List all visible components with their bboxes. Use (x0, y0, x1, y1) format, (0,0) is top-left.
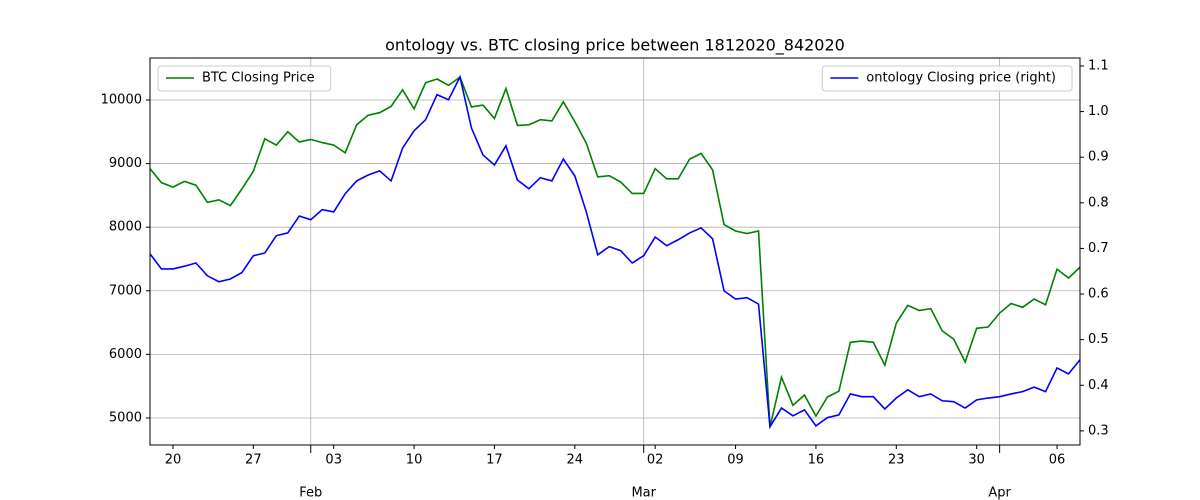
x-month-label: Mar (631, 486, 656, 500)
legend-label: BTC Closing Price (202, 71, 315, 86)
y2-tick-label: 0.4 (1088, 378, 1109, 393)
y2-tick-label: 0.3 (1088, 423, 1109, 438)
x-tick-label: 24 (567, 453, 584, 468)
y-tick-label: 7000 (109, 283, 142, 298)
y-tick-label: 6000 (109, 347, 142, 362)
y2-tick-label: 1.0 (1088, 104, 1109, 119)
x-tick-label: 20 (165, 453, 182, 468)
x-tick-label: 10 (406, 453, 423, 468)
x-month-label: Feb (299, 486, 322, 500)
chart-title: ontology vs. BTC closing price between 1… (385, 36, 845, 56)
y-tick-label: 5000 (109, 410, 142, 425)
y2-tick-label: 0.8 (1088, 195, 1109, 210)
x-tick-label: 16 (808, 453, 825, 468)
y2-tick-label: 0.6 (1088, 287, 1109, 302)
y2-tick-label: 0.7 (1088, 241, 1109, 256)
legend-label: ontology Closing price (right) (866, 71, 1056, 86)
y-tick-label: 9000 (109, 156, 142, 171)
x-tick-label: 27 (245, 453, 262, 468)
y2-tick-label: 1.1 (1088, 58, 1109, 73)
series-line (149, 74, 1081, 430)
y-tick-label: 8000 (109, 220, 142, 235)
x-tick-label: 06 (1049, 453, 1066, 468)
legend-box (821, 65, 1073, 92)
legend-box (157, 65, 332, 92)
y-tick-label: 10000 (101, 92, 142, 107)
x-tick-label: 02 (647, 453, 664, 468)
series-line (149, 75, 1081, 428)
x-tick-label: 17 (486, 453, 503, 468)
x-tick-label: 23 (888, 453, 905, 468)
legend: ontology Closing price (right) (821, 65, 1073, 92)
x-tick-label: 30 (968, 453, 985, 468)
legend: BTC Closing Price (157, 65, 332, 92)
y2-tick-label: 0.5 (1088, 332, 1109, 347)
x-month-label: Apr (988, 486, 1011, 500)
x-tick-label: 03 (325, 453, 342, 468)
plot-frame (149, 57, 1081, 446)
x-tick-label: 09 (727, 453, 744, 468)
y2-tick-label: 0.9 (1088, 150, 1109, 165)
